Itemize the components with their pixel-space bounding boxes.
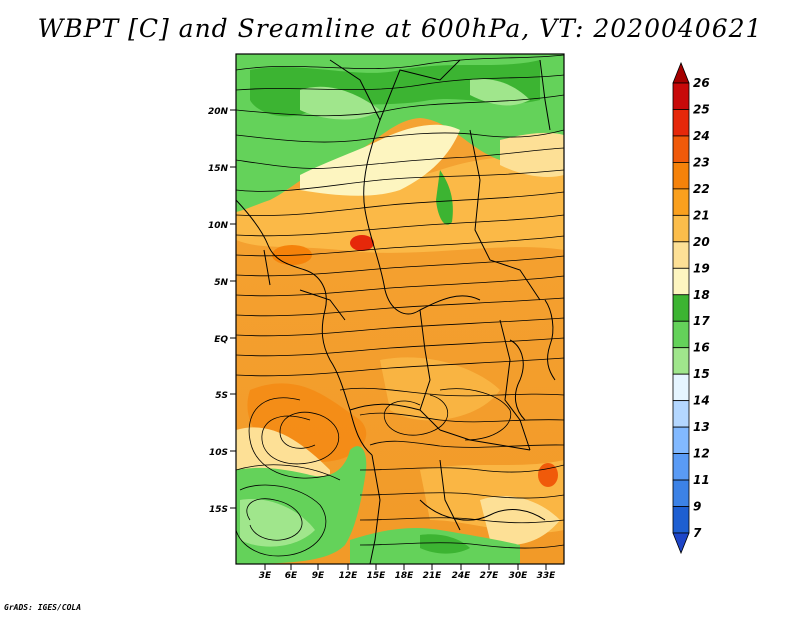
colorbar-segment: [672, 214, 690, 243]
colorbar-label: 13: [693, 420, 710, 434]
colorbar-segment: [672, 506, 690, 534]
colorbar-segment: [672, 109, 690, 137]
field-paleband-a: [300, 124, 460, 196]
colorbar-label: 14: [693, 394, 710, 408]
field-hotspot-b: [538, 463, 558, 487]
colorbar-label: 12: [693, 447, 710, 461]
colorbar-segment: [672, 453, 690, 481]
lon-tick-label: 27E: [480, 571, 500, 581]
colorbar-min-triangle: [672, 532, 690, 555]
colorbar-segment: [672, 82, 690, 110]
colorbar-label: 16: [693, 341, 710, 355]
lon-tick-label: 3E: [259, 571, 272, 581]
lon-tick-label: 30E: [509, 571, 529, 581]
colorbar-label: 15: [693, 367, 710, 381]
colorbar-max-triangle: [672, 61, 690, 84]
colorbar-segment: [672, 294, 690, 322]
colorbar: 26 25 24 23 22 21 20 19 18 17 16 15 14 13 12 11 9 7: [672, 61, 710, 555]
colorbar-label: 24: [693, 129, 710, 143]
colorbar-segment: [672, 400, 690, 428]
colorbar-segment: [672, 135, 690, 163]
country-borders: [236, 59, 556, 564]
lat-tick-label: 10S: [209, 448, 228, 458]
lat-tick-label: 10N: [208, 221, 229, 231]
field-paleband-b: [500, 132, 564, 177]
colorbar-label: 21: [693, 208, 710, 222]
field-band-north: [236, 150, 564, 253]
lon-tick-label: 9E: [312, 571, 325, 581]
credit-text: GrADS: IGES/COLA: [4, 603, 82, 612]
map-frame: [235, 53, 565, 565]
colorbar-label: 17: [693, 314, 710, 328]
colorbar-segment: [672, 373, 690, 402]
field-patch-center: [380, 357, 500, 421]
field-lightgreen-b: [470, 79, 530, 106]
lon-tick-label: 6E: [285, 571, 298, 581]
colorbar-label: 7: [693, 526, 702, 540]
lat-tick-label: 15S: [209, 505, 228, 515]
lon-tick-label: 21E: [423, 571, 443, 581]
colorbar-label: 9: [693, 500, 701, 514]
lat-ticks: 20N 15N 10N 5N EQ 5S 10S 15S: [208, 107, 236, 515]
lat-tick-label: 5S: [215, 391, 228, 401]
lat-tick-label: 15N: [208, 164, 229, 174]
lon-ticks: 3E 6E 9E 12E 15E 18E 21E 24E 27E 30E 33E: [259, 564, 556, 581]
colorbar-label: 26: [693, 76, 710, 90]
lon-tick-label: 15E: [367, 571, 387, 581]
colorbar-segment: [672, 267, 690, 296]
field-green-tongue: [436, 170, 453, 225]
colorbar-label: 20: [693, 235, 710, 249]
lon-tick-label: 24E: [452, 571, 472, 581]
colorbar-label: 25: [693, 102, 710, 116]
colorbar-label: 23: [693, 155, 710, 169]
lat-tick-label: 5N: [214, 278, 228, 288]
lat-tick-label: 20N: [208, 107, 229, 117]
colorbar-segment: [672, 347, 690, 375]
field-lightgreen-southwest: [240, 499, 315, 547]
streamlines: [236, 54, 564, 557]
lon-tick-label: 12E: [339, 571, 359, 581]
field-darkgreen-south: [420, 534, 470, 554]
colorbar-label: 11: [693, 473, 710, 487]
field-hotspot-a: [350, 235, 374, 251]
colorbar-label: 19: [693, 261, 710, 275]
chart-title: WBPT [C] and Sreamline at 600hPa, VT: 20…: [37, 14, 763, 43]
field-pale-southeast: [480, 496, 560, 545]
colorbar-segment: [672, 241, 690, 269]
colorbar-segment: [672, 479, 690, 507]
lon-tick-label: 18E: [395, 571, 415, 581]
colorbar-segment: [672, 426, 690, 454]
colorbar-segment: [672, 162, 690, 190]
colorbar-segment: [672, 320, 690, 349]
lon-tick-label: 33E: [537, 571, 557, 581]
colorbar-segment: [672, 188, 690, 216]
field-lightgreen-a: [300, 86, 380, 120]
colorbar-label: 22: [693, 182, 710, 196]
wbpt-field: [236, 54, 564, 564]
lat-tick-label: EQ: [214, 335, 228, 345]
colorbar-label: 18: [693, 288, 710, 302]
